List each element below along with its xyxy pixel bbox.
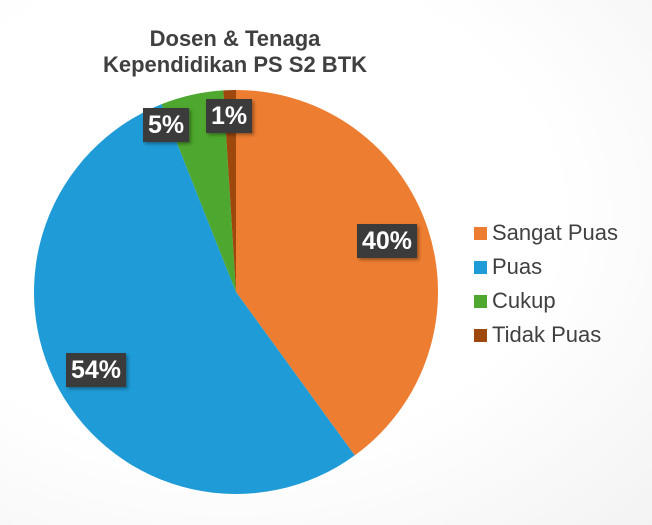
pie-slice-sangat-puas [236, 90, 439, 456]
legend-item-sangat-puas: Sangat Puas [474, 216, 618, 250]
pie-slice-tidak-puas [223, 90, 236, 292]
legend-swatch [474, 294, 487, 308]
legend-swatch [474, 226, 487, 240]
legend-label: Puas [492, 254, 543, 279]
chart-title: Dosen & Tenaga Kependidikan PS S2 BTK [90, 26, 380, 78]
legend: Sangat Puas Puas Cukup Tidak Puas [474, 216, 618, 352]
data-label-tidak-puas: 1% [206, 99, 253, 133]
legend-label: Sangat Puas [492, 220, 618, 245]
legend-item-cukup: Cukup [474, 284, 618, 318]
legend-label: Cukup [492, 288, 556, 313]
data-label-puas: 54% [66, 353, 127, 387]
data-label-cukup: 5% [143, 108, 190, 142]
chart-title-line2: Kependidikan PS S2 BTK [102, 52, 368, 77]
legend-label: Tidak Puas [492, 322, 602, 347]
legend-item-puas: Puas [474, 250, 618, 284]
pie-slice-puas [34, 104, 355, 494]
legend-item-tidak-puas: Tidak Puas [474, 318, 618, 352]
legend-swatch [474, 260, 487, 274]
legend-swatch [474, 328, 487, 342]
chart-title-line1: Dosen & Tenaga [149, 26, 321, 51]
data-label-sangat-puas: 40% [357, 224, 418, 258]
